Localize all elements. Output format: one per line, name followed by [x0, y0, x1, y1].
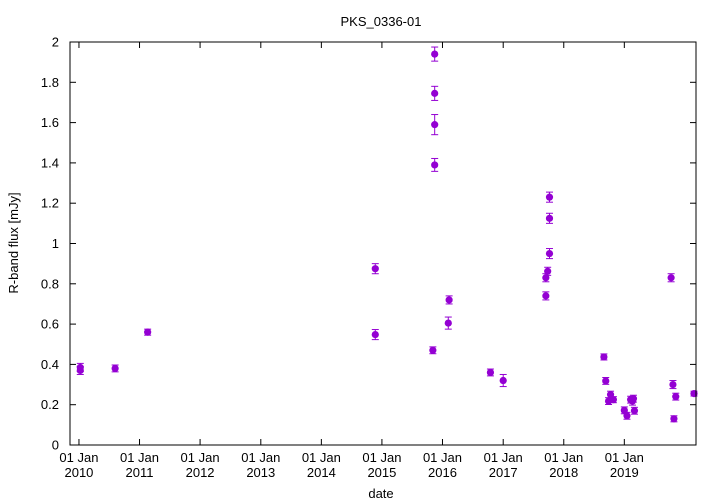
data-point	[690, 390, 698, 398]
x-tick-label-year: 2019	[610, 465, 639, 480]
data-point	[629, 395, 638, 403]
y-axis-title: R-band flux [mJy]	[6, 192, 21, 293]
data-point	[545, 214, 554, 222]
x-tick-label: 01 Jan	[120, 450, 159, 465]
y-tick-label: 0.2	[41, 397, 59, 412]
x-tick-label: 01 Jan	[423, 450, 462, 465]
x-tick-label: 01 Jan	[605, 450, 644, 465]
x-tick-label: 01 Jan	[484, 450, 523, 465]
data-point	[76, 363, 84, 372]
x-tick-label-year: 2014	[307, 465, 336, 480]
y-tick-label: 1.2	[41, 196, 59, 211]
y-tick-label: 0	[52, 438, 59, 453]
data-point	[545, 193, 554, 201]
x-tick-label-year: 2011	[126, 465, 154, 480]
data-point	[630, 407, 639, 415]
data-point	[431, 50, 439, 58]
y-tick-label: 1.4	[41, 155, 59, 170]
data-point	[431, 121, 439, 129]
data-point	[667, 274, 675, 282]
y-tick-label: 1	[52, 236, 59, 251]
x-tick-label-year: 2010	[64, 465, 93, 480]
y-tick-label: 2	[52, 35, 59, 50]
x-tick-label: 01 Jan	[302, 450, 341, 465]
data-point	[499, 376, 507, 385]
y-axis: 0 0.2 0.4 0.6 0.8 1 1.2 1.4 1.6 1.8 2	[41, 35, 696, 453]
data-point	[602, 377, 610, 385]
data-point	[445, 296, 453, 304]
data-point	[672, 393, 680, 401]
data-point	[429, 346, 437, 354]
x-tick-label-year: 2015	[367, 465, 396, 480]
y-tick-label: 1.6	[41, 115, 59, 130]
x-tick-label-year: 2016	[428, 465, 457, 480]
x-tick-label-year: 2012	[186, 465, 215, 480]
data-point	[431, 89, 439, 97]
x-tick-label: 01 Jan	[241, 450, 280, 465]
chart-title: PKS_0336-01	[341, 14, 422, 29]
x-tick-label: 01 Jan	[362, 450, 401, 465]
data-point	[431, 161, 439, 169]
data-point	[444, 319, 452, 327]
data-point	[542, 274, 550, 282]
data-point	[600, 353, 608, 361]
data-point	[623, 412, 631, 420]
x-tick-label: 01 Jan	[181, 450, 220, 465]
data-point	[371, 265, 379, 273]
data-point	[111, 364, 119, 373]
data-point	[144, 328, 152, 336]
x-tick-label-year: 2017	[489, 465, 518, 480]
data-point	[670, 415, 678, 423]
x-tick-label-year: 2018	[549, 465, 578, 480]
data-point	[542, 292, 550, 300]
x-tick-label: 01 Jan	[59, 450, 98, 465]
data-point	[371, 330, 379, 339]
y-tick-label: 0.4	[41, 357, 59, 372]
plot-frame	[69, 41, 697, 446]
data-point	[545, 249, 554, 258]
y-tick-label: 0.6	[41, 317, 59, 332]
y-tick-label: 0.8	[41, 276, 59, 291]
data-points	[76, 46, 698, 423]
x-tick-label: 01 Jan	[544, 450, 583, 465]
x-axis-title: date	[368, 486, 393, 501]
data-point	[669, 380, 677, 389]
data-point	[544, 267, 552, 275]
data-point	[609, 396, 617, 404]
x-tick-label-year: 2013	[246, 465, 275, 480]
y-tick-label: 1.8	[41, 75, 59, 90]
data-point	[486, 368, 495, 377]
